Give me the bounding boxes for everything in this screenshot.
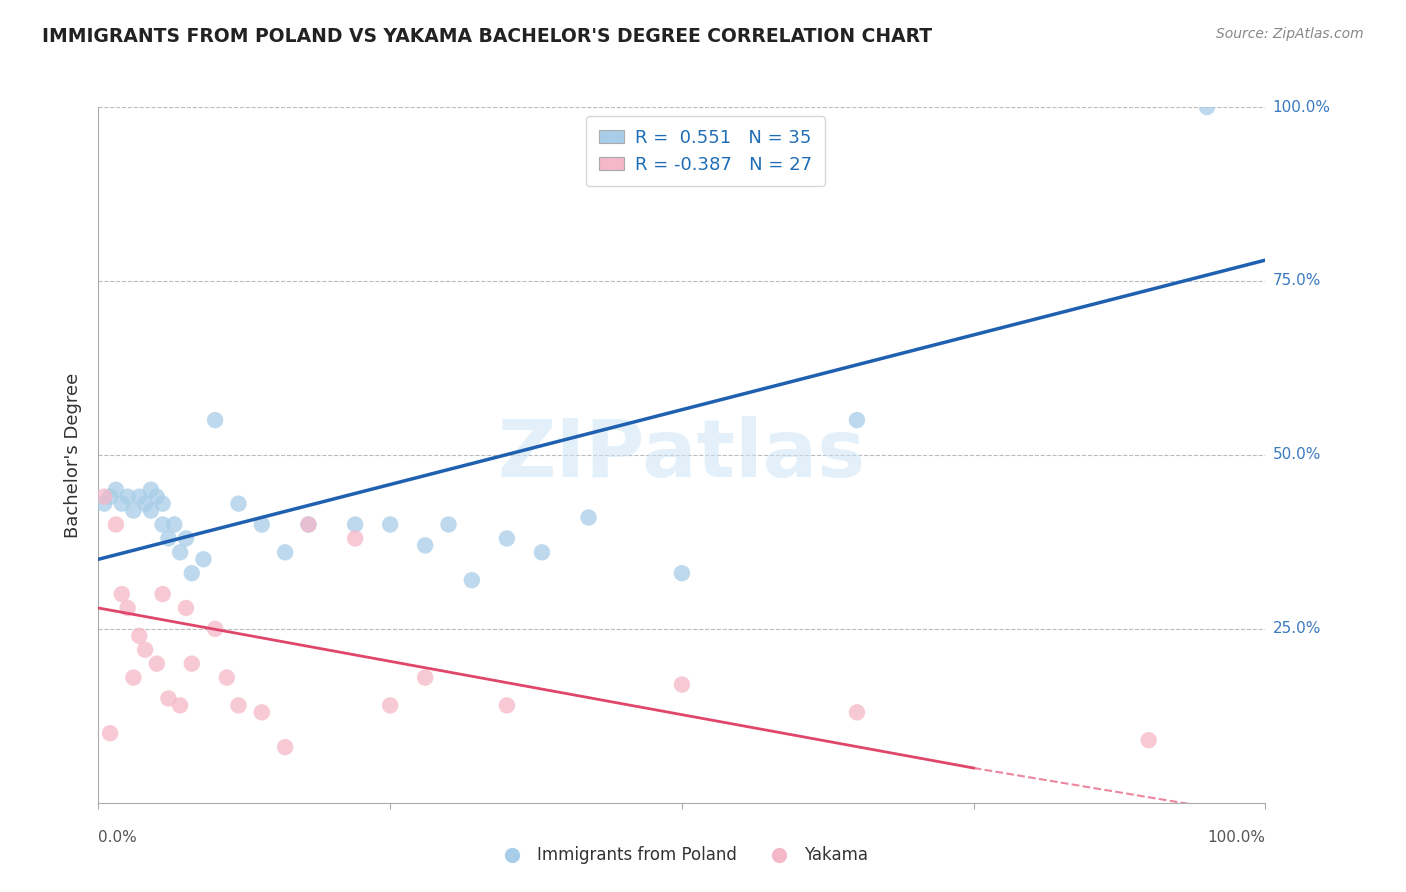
Point bbox=[104, 517, 127, 532]
Point bbox=[578, 510, 600, 524]
Point bbox=[180, 566, 202, 581]
Point bbox=[180, 657, 202, 671]
Point bbox=[495, 532, 517, 546]
Text: 0.0%: 0.0% bbox=[98, 830, 138, 845]
Point bbox=[152, 587, 174, 601]
Point bbox=[378, 517, 402, 532]
Point bbox=[461, 573, 484, 587]
Point bbox=[134, 497, 156, 511]
Point bbox=[297, 517, 319, 532]
Point bbox=[297, 517, 319, 532]
Text: 100.0%: 100.0% bbox=[1208, 830, 1265, 845]
Point bbox=[122, 671, 145, 685]
Point bbox=[134, 642, 156, 657]
Point bbox=[128, 629, 150, 643]
Point bbox=[174, 532, 197, 546]
Point bbox=[139, 483, 162, 497]
Point bbox=[530, 545, 553, 559]
Text: Source: ZipAtlas.com: Source: ZipAtlas.com bbox=[1216, 27, 1364, 41]
Point bbox=[274, 740, 297, 755]
Point bbox=[204, 622, 226, 636]
Point bbox=[117, 601, 139, 615]
Point bbox=[250, 706, 273, 720]
Text: ZIPatlas: ZIPatlas bbox=[498, 416, 866, 494]
Text: 50.0%: 50.0% bbox=[1272, 448, 1320, 462]
Point bbox=[378, 698, 402, 713]
Point bbox=[163, 517, 186, 532]
Point bbox=[228, 698, 250, 713]
Point bbox=[671, 566, 693, 581]
Y-axis label: Bachelor's Degree: Bachelor's Degree bbox=[65, 372, 83, 538]
Point bbox=[413, 538, 436, 552]
Point bbox=[437, 517, 460, 532]
Point bbox=[117, 490, 139, 504]
Point bbox=[250, 517, 273, 532]
Point bbox=[169, 698, 191, 713]
Point bbox=[1195, 100, 1218, 114]
Point bbox=[157, 532, 180, 546]
Point bbox=[122, 503, 145, 517]
Point bbox=[1137, 733, 1160, 747]
Point bbox=[193, 552, 215, 566]
Text: 75.0%: 75.0% bbox=[1272, 274, 1320, 288]
Point bbox=[169, 545, 191, 559]
Point bbox=[128, 490, 150, 504]
Point bbox=[413, 671, 436, 685]
Point bbox=[93, 490, 115, 504]
Point bbox=[274, 545, 297, 559]
Text: IMMIGRANTS FROM POLAND VS YAKAMA BACHELOR'S DEGREE CORRELATION CHART: IMMIGRANTS FROM POLAND VS YAKAMA BACHELO… bbox=[42, 27, 932, 45]
Text: 25.0%: 25.0% bbox=[1272, 622, 1320, 636]
Text: 100.0%: 100.0% bbox=[1272, 100, 1330, 114]
Point bbox=[495, 698, 517, 713]
Point bbox=[152, 517, 174, 532]
Point bbox=[845, 706, 868, 720]
Point bbox=[215, 671, 238, 685]
Point bbox=[146, 490, 169, 504]
Point bbox=[104, 483, 127, 497]
Point bbox=[98, 490, 121, 504]
Point bbox=[228, 497, 250, 511]
Point bbox=[671, 677, 693, 691]
Point bbox=[174, 601, 197, 615]
Point bbox=[204, 413, 226, 427]
Legend: Immigrants from Poland, Yakama: Immigrants from Poland, Yakama bbox=[489, 839, 875, 871]
Point bbox=[93, 497, 115, 511]
Point bbox=[152, 497, 174, 511]
Point bbox=[139, 503, 162, 517]
Point bbox=[111, 497, 134, 511]
Point bbox=[146, 657, 169, 671]
Point bbox=[98, 726, 121, 740]
Point bbox=[845, 413, 868, 427]
Point bbox=[111, 587, 134, 601]
Point bbox=[344, 532, 367, 546]
Point bbox=[344, 517, 367, 532]
Point bbox=[157, 691, 180, 706]
